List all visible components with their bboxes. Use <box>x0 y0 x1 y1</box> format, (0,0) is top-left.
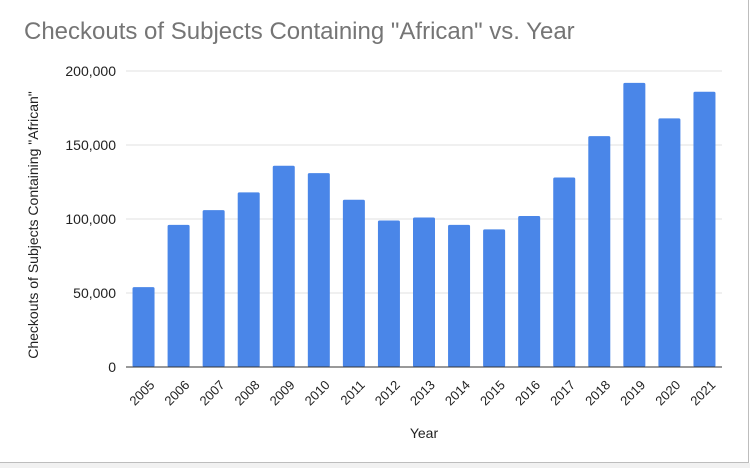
x-tick-label: 2015 <box>477 377 508 408</box>
bar <box>553 177 576 367</box>
x-tick-label: 2019 <box>617 377 648 408</box>
bar <box>342 199 365 367</box>
x-tick-label: 2006 <box>161 377 192 408</box>
y-tick-label: 200,000 <box>65 63 116 79</box>
x-tick-label: 2014 <box>442 377 473 408</box>
x-tick-label: 2008 <box>232 377 263 408</box>
bar <box>237 192 260 367</box>
bar <box>377 220 400 367</box>
bar <box>693 91 716 367</box>
y-tick-label: 50,000 <box>73 285 116 301</box>
x-tick-label: 2013 <box>407 377 438 408</box>
bar <box>202 210 225 367</box>
x-tick-label: 2009 <box>267 377 298 408</box>
chart-title: Checkouts of Subjects Containing "Africa… <box>24 18 575 45</box>
bar <box>518 216 541 367</box>
bar <box>483 229 506 367</box>
x-tick-label: 2016 <box>512 377 543 408</box>
bar <box>272 165 295 367</box>
bar <box>658 118 681 367</box>
x-tick-label: 2018 <box>582 377 613 408</box>
x-axis-label: Year <box>410 425 439 441</box>
x-tick-label: 2012 <box>372 377 403 408</box>
x-tick-label: 2005 <box>126 377 157 408</box>
bar <box>448 224 471 367</box>
x-tick-label: 2021 <box>687 377 718 408</box>
bar <box>167 224 190 367</box>
x-tick-label: 2020 <box>652 377 683 408</box>
y-tick-label: 100,000 <box>65 211 116 227</box>
bar <box>413 217 435 367</box>
bar <box>132 287 155 367</box>
y-tick-label: 150,000 <box>65 137 116 153</box>
bar <box>307 173 330 367</box>
y-axis-label: Checkouts of Subjects Containing "Africa… <box>25 91 41 359</box>
bar <box>623 82 646 367</box>
bar <box>588 136 611 367</box>
y-tick-label: 0 <box>108 359 116 375</box>
x-tick-label: 2010 <box>302 377 333 408</box>
x-tick-label: 2011 <box>337 377 367 407</box>
x-tick-label: 2007 <box>196 377 227 408</box>
x-tick-label: 2017 <box>547 377 578 408</box>
bottom-strip <box>0 463 750 468</box>
